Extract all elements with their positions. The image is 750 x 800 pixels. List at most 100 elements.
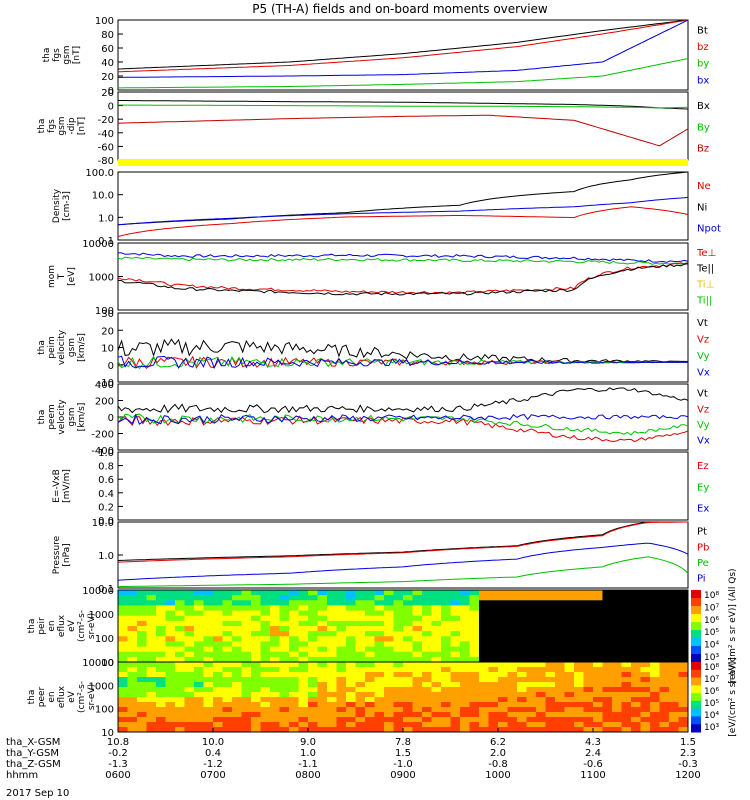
spectrogram-cell (498, 615, 508, 622)
spectrogram-cell (659, 610, 670, 617)
spectrogram-cell (213, 641, 223, 647)
spectrogram-cell (545, 687, 556, 693)
spectrogram-cell (365, 727, 375, 733)
spectrogram-cell (317, 590, 328, 596)
legend-entry: Ex (697, 504, 709, 515)
spectrogram-cell (289, 672, 299, 678)
spectrogram-cell (669, 717, 679, 723)
spectrogram-cell (260, 636, 271, 642)
y-tick-label: -200 (91, 430, 114, 441)
spectrogram-cell (583, 641, 594, 647)
spectrogram-cell (298, 687, 309, 693)
spectrogram-cell (422, 646, 432, 653)
spectrogram-cell (536, 687, 546, 693)
spectrogram-cell (441, 656, 451, 663)
legend-entry: Pt (697, 527, 707, 538)
y-tick-label: 40 (101, 58, 114, 69)
spectrogram-cell (260, 722, 271, 728)
spectrogram-cell (564, 717, 575, 723)
spectrogram-cell (222, 712, 233, 718)
spectrogram-cell (232, 662, 242, 668)
spectrogram-cell (498, 702, 508, 708)
spectrogram-cell (621, 595, 632, 601)
spectrogram-cell (583, 707, 594, 713)
x-axis-table: tha_X-GSMtha_Y-GSMtha_Z-GSMhhmm10.8-0.2-… (6, 728, 701, 781)
spectrogram-cell (488, 727, 499, 733)
spectrogram-cell (260, 590, 271, 596)
spectrogram-cell (203, 722, 214, 728)
spectrogram-cell (355, 727, 366, 733)
spectrogram-cell (279, 682, 290, 688)
colorbar-tick: 10³ (704, 723, 719, 733)
spectrogram-cell (631, 687, 641, 693)
spectrogram-cell (289, 662, 299, 668)
spectrogram-cell (564, 626, 575, 632)
spectrogram-cell (289, 631, 299, 637)
spectrogram-cell (222, 615, 233, 622)
spectrogram-cell (251, 605, 261, 611)
spectrogram-cell (346, 717, 356, 723)
spectrogram-cell (213, 610, 223, 617)
spectrogram-cell (631, 662, 641, 668)
spectrogram-cell (355, 677, 366, 683)
spectrogram-cell (336, 677, 347, 683)
panel-frame (117, 171, 689, 241)
spectrogram-cell (498, 692, 508, 698)
spectrogram-cell (336, 656, 347, 663)
y-tick-label: 0.1 (98, 236, 114, 247)
spectrogram-cell (555, 677, 565, 683)
spectrogram-cell (251, 707, 261, 713)
spectrogram-cell (659, 702, 670, 708)
spectrogram-cell (545, 610, 556, 617)
spectrogram-cell (555, 712, 565, 718)
spectrogram-cell (279, 707, 290, 713)
spectrogram-cell (469, 610, 480, 617)
spectrogram-cell (498, 677, 508, 683)
spectrogram-cell (602, 672, 613, 678)
spectrogram-cell (450, 641, 461, 647)
spectrogram-cell (526, 656, 537, 663)
spectrogram-cell (137, 595, 147, 601)
spectrogram-cell (659, 717, 670, 723)
panel-frame (117, 242, 689, 311)
y-tick-label: 1000 (89, 681, 114, 692)
spectrogram-cell (137, 631, 147, 637)
spectrogram-cell (602, 595, 613, 601)
spectrogram-cell (574, 702, 584, 708)
spectrogram-cell (450, 722, 461, 728)
spectrogram-cell (308, 651, 318, 658)
spectrogram-cell (536, 615, 546, 622)
spectrogram-cell (336, 590, 347, 596)
spectrogram-cell (555, 672, 565, 678)
spectrogram-cell (118, 707, 128, 713)
spectrogram-cell (203, 727, 214, 733)
y-tick-label: 10 (101, 658, 114, 669)
spectrogram-cell (555, 605, 565, 611)
spectrogram-cell (593, 636, 603, 642)
spectrogram-cell (165, 600, 176, 606)
legend-entry: Bt (697, 25, 708, 36)
spectrogram-cell (365, 620, 375, 627)
spectrogram-cell (574, 727, 584, 733)
spectrogram-cell (422, 620, 432, 627)
spectrogram-cell (517, 707, 527, 713)
spectrogram-cell (431, 722, 442, 728)
spectrogram-cell (431, 605, 442, 611)
spectrogram-cell (669, 636, 679, 642)
spectrogram-cell (479, 717, 489, 723)
spectrogram-cell (441, 722, 451, 728)
spectrogram-cell (355, 636, 366, 642)
spectrogram-cell (270, 697, 280, 703)
spectrogram-cell (194, 667, 204, 673)
spectrogram-cell (678, 600, 689, 606)
spectrogram-cell (289, 697, 299, 703)
panel-label: sr-eV) (87, 613, 97, 639)
spectrogram-cell (526, 702, 537, 708)
spectrogram-cell (127, 615, 138, 622)
spectrogram-cell (298, 610, 309, 617)
spectrogram-cell (156, 610, 166, 617)
spectrogram-cell (241, 615, 252, 622)
spectrogram-cell (450, 667, 461, 673)
spectrogram-cell (156, 605, 166, 611)
spectrogram-cell (213, 620, 223, 627)
